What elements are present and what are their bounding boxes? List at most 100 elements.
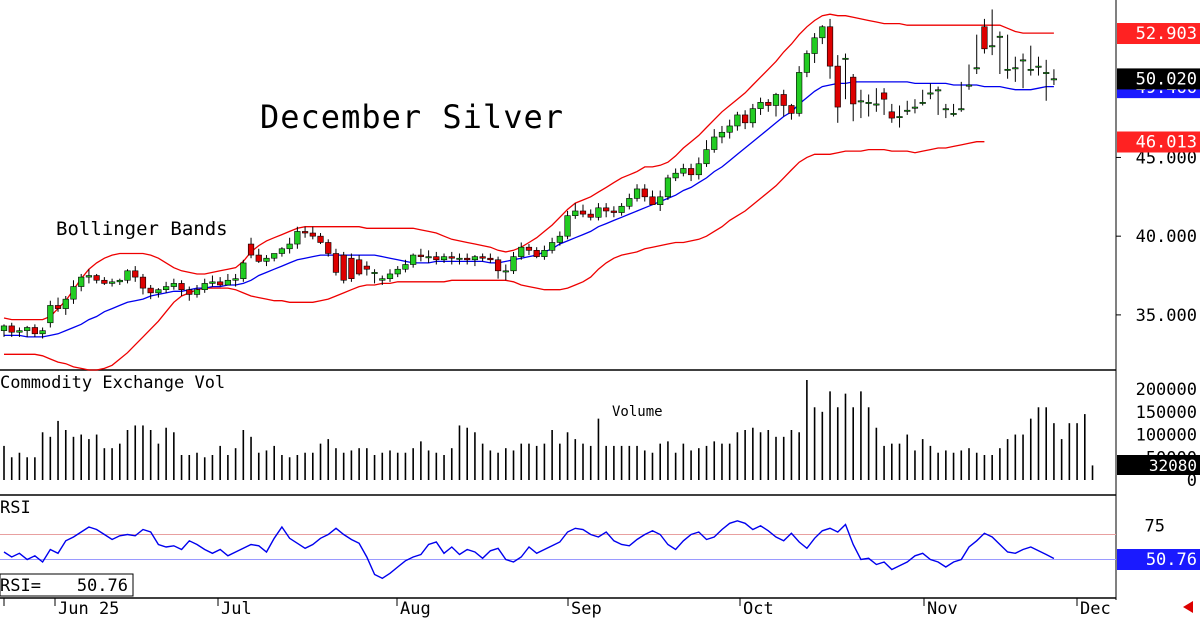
candle [811, 33, 818, 63]
candle [502, 264, 509, 281]
candle-body [186, 289, 193, 295]
candle-body [101, 279, 108, 284]
candle [1043, 59, 1050, 101]
candle-body [78, 276, 85, 287]
candle [78, 273, 85, 292]
scroll-left-arrow-icon[interactable] [1183, 601, 1193, 613]
candle [332, 248, 340, 276]
candle [873, 88, 880, 112]
upper-band-last-badge [1117, 23, 1200, 45]
candle [433, 251, 440, 265]
volume-tick-label: 150000 [1136, 403, 1197, 423]
candle [618, 203, 625, 216]
candle-body [62, 298, 69, 309]
candle-body [541, 250, 548, 257]
candle [217, 277, 224, 287]
candle [541, 245, 548, 260]
rsi-panel-header: RSI [0, 498, 31, 518]
candle-body [402, 264, 409, 270]
candle [363, 261, 370, 276]
volume-panel: Commodity Exchange Vol Volume 200000 1500… [0, 373, 1200, 491]
candle-body [116, 279, 123, 283]
upper-band-last-value: 52.903 [1136, 24, 1197, 44]
candle [39, 327, 46, 339]
candle-body [965, 84, 973, 87]
candle-body [278, 248, 286, 254]
candle-body [857, 100, 865, 103]
time-tick-label: Oct [743, 599, 774, 618]
candle [487, 253, 494, 263]
candle [564, 210, 571, 240]
candle-body [108, 281, 116, 284]
candle-body [726, 125, 733, 133]
candle-body [301, 231, 309, 234]
candle [62, 296, 69, 315]
candle [271, 253, 278, 262]
candle-body [178, 283, 185, 291]
candle [402, 259, 409, 273]
candle-body [556, 235, 563, 243]
candle [510, 251, 517, 274]
candle [626, 193, 633, 210]
candle [325, 239, 332, 257]
volume-last-value: 32080 [1149, 456, 1197, 475]
candle-body [664, 177, 672, 198]
candle-body [850, 76, 857, 105]
candle-body [549, 242, 556, 251]
candle [973, 34, 980, 74]
candle [417, 248, 424, 262]
candle [340, 251, 347, 284]
candle [533, 247, 540, 259]
candle-body [695, 163, 702, 176]
candle [518, 242, 525, 260]
time-axis: Jun 25 Jul Aug Sep Oct Nov Dec [3, 598, 1111, 618]
candle [147, 284, 154, 300]
time-tick-label: Aug [400, 599, 431, 618]
candle [286, 237, 293, 254]
price-panel: 35.000 40.000 45.000 December Silver Bolli… [0, 9, 1200, 371]
candle [904, 100, 911, 115]
candle-body [510, 256, 517, 272]
candle [749, 103, 756, 128]
candle [54, 297, 62, 312]
candle-body [927, 92, 934, 95]
candle [888, 103, 895, 123]
candle-body [386, 273, 394, 279]
candle [247, 237, 255, 259]
candle [132, 266, 139, 282]
candle [556, 231, 563, 246]
candle-body [31, 327, 38, 335]
candle [680, 163, 687, 177]
bollinger-annotation: Bollinger Bands [56, 218, 228, 240]
candle-body [803, 53, 810, 73]
candle-body [47, 305, 54, 324]
candle-body [124, 270, 131, 281]
candle-body [981, 26, 988, 50]
candle-body [448, 256, 455, 259]
candle [440, 253, 448, 263]
candle [911, 99, 919, 114]
candle-body [325, 242, 332, 254]
candle [834, 55, 841, 123]
candle [842, 53, 849, 100]
candle-body [626, 198, 633, 207]
candle [819, 25, 826, 45]
candle-body [456, 257, 463, 260]
candle-body [788, 105, 795, 114]
candle [170, 278, 177, 290]
candle-body [734, 114, 741, 127]
rsi-readout-label: RSI= [0, 576, 41, 596]
candle-body [193, 289, 201, 295]
price-tick-label: 35.000 [1136, 306, 1197, 326]
candle [116, 278, 123, 285]
candle-body [363, 265, 370, 270]
candle [880, 88, 888, 115]
candle-body [263, 257, 270, 262]
candle [425, 250, 432, 263]
candle-body [525, 246, 533, 251]
candle-body [657, 196, 664, 205]
candle-body [433, 256, 440, 261]
candle [371, 269, 378, 284]
candle [942, 103, 949, 119]
